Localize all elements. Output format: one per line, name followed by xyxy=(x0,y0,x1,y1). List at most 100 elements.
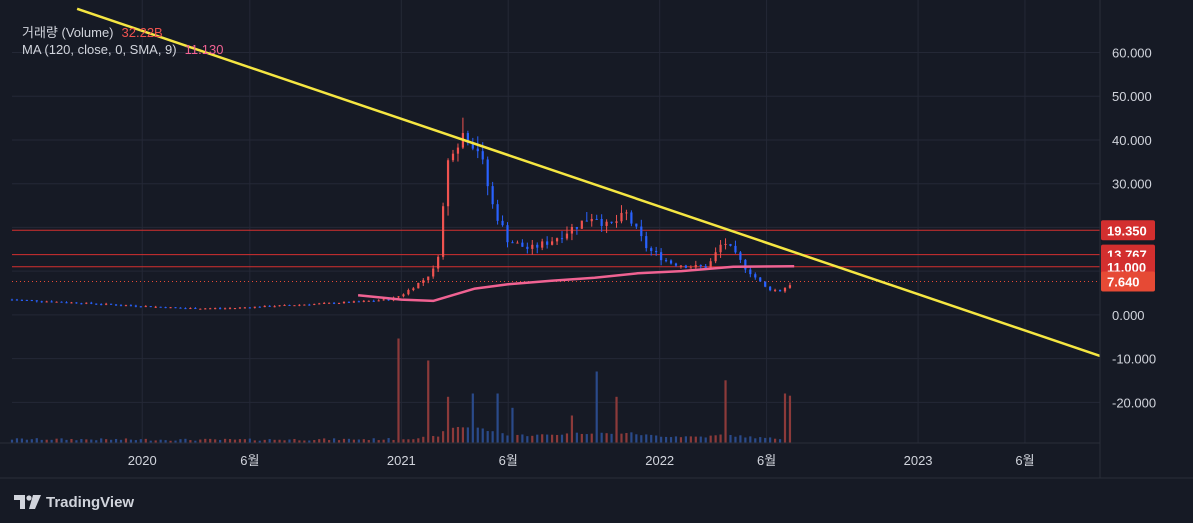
candle-body xyxy=(164,307,167,309)
candle-body xyxy=(773,289,777,291)
volume-bar xyxy=(456,426,460,443)
candle-body xyxy=(471,143,474,149)
candle-body xyxy=(214,308,217,310)
candle-body xyxy=(714,252,717,262)
volume-bar xyxy=(427,360,430,443)
candle-body xyxy=(362,300,365,302)
candle-body xyxy=(154,306,157,308)
candle-body xyxy=(149,306,152,308)
volume-bar xyxy=(144,438,147,443)
tradingview-logo[interactable]: TradingView xyxy=(14,492,134,512)
volume-bar xyxy=(293,438,296,443)
candle-body xyxy=(288,304,291,306)
candle-body xyxy=(536,244,539,248)
volume-bar xyxy=(119,439,123,443)
volume-bar xyxy=(134,440,137,443)
candle-body xyxy=(476,148,479,152)
legend-ma-value: 11.130 xyxy=(184,42,224,57)
volume-bar xyxy=(788,395,792,443)
volume-bar xyxy=(342,438,346,443)
volume-bar xyxy=(367,439,370,443)
ma-line xyxy=(357,264,795,303)
current-price-label-bg xyxy=(1101,271,1155,292)
candle-body xyxy=(402,294,405,297)
volume-bar xyxy=(382,439,385,443)
candle-body xyxy=(263,305,266,308)
candle-body xyxy=(233,308,237,310)
candle-body xyxy=(372,300,375,302)
candle-body xyxy=(253,306,256,308)
volume-bar xyxy=(650,434,653,443)
candle-body xyxy=(595,218,598,220)
volume-bar xyxy=(724,380,727,443)
volume-bar xyxy=(174,440,177,443)
volume-bar xyxy=(75,440,78,443)
volume-bar xyxy=(580,433,583,443)
candle-body xyxy=(590,218,593,222)
volume-bar xyxy=(501,433,504,443)
volume-bar xyxy=(90,439,93,443)
volume-bar xyxy=(664,436,668,443)
candle-body xyxy=(129,305,133,307)
volume-bar xyxy=(258,440,261,443)
legend-volume[interactable]: 거래량 (Volume) 32.22B xyxy=(22,22,163,41)
volume-bar xyxy=(20,438,24,443)
candle-body xyxy=(75,302,78,304)
candle-body xyxy=(347,301,351,303)
legend-ma[interactable]: MA (120, close, 0, SMA, 9) 11.130 xyxy=(22,42,223,57)
candle-body xyxy=(238,307,242,309)
price-label: 11.000 xyxy=(1107,260,1146,275)
candle-body xyxy=(199,308,202,310)
volume-bar xyxy=(283,440,286,443)
volume-bar xyxy=(105,439,108,443)
candle-body xyxy=(783,287,787,292)
volume-bar xyxy=(640,435,643,443)
candle-body xyxy=(734,245,737,253)
volume-bar xyxy=(268,439,271,443)
volume-bar xyxy=(228,439,232,443)
volume-bar xyxy=(263,439,266,443)
candle-body xyxy=(35,300,38,302)
volume-bar xyxy=(70,438,73,443)
volume-bar xyxy=(432,435,435,443)
volume-bar xyxy=(65,439,68,443)
candle-body xyxy=(451,153,455,161)
candle-body xyxy=(645,236,648,249)
candle-body xyxy=(526,246,529,249)
volume-bar xyxy=(689,436,692,443)
candle-body xyxy=(694,265,697,268)
candle-body xyxy=(739,252,742,260)
volume-bar xyxy=(694,436,697,443)
volume-bar xyxy=(25,439,28,443)
candle-body xyxy=(630,212,633,224)
volume-bar xyxy=(511,407,514,443)
candle-body xyxy=(337,303,341,305)
candle-body xyxy=(114,304,118,306)
volume-bar xyxy=(526,436,529,443)
volume-bar xyxy=(407,439,410,443)
volume-bar xyxy=(461,427,465,443)
volume-bar xyxy=(337,440,341,443)
x-tick-label: 2023 xyxy=(904,453,933,468)
candle-body xyxy=(565,233,569,239)
candle-body xyxy=(610,221,613,223)
candle-body xyxy=(754,274,757,278)
volume-bar xyxy=(110,439,113,443)
volume-bar xyxy=(184,438,187,443)
x-tick-label: 6월 xyxy=(757,453,776,468)
candle-body xyxy=(412,288,415,291)
volume-bar xyxy=(491,431,494,443)
candle-body xyxy=(496,204,499,221)
volume-bar xyxy=(169,440,172,443)
candle-body xyxy=(620,212,623,222)
volume-bar xyxy=(585,434,588,443)
volume-bar xyxy=(595,371,598,443)
trendline-group[interactable] xyxy=(76,7,1101,358)
volume-bar xyxy=(531,435,534,443)
volume-bar xyxy=(674,436,678,443)
candle-body xyxy=(100,304,103,306)
candle-body xyxy=(273,306,276,308)
candle-body xyxy=(105,303,108,305)
volume-bar xyxy=(496,393,499,443)
